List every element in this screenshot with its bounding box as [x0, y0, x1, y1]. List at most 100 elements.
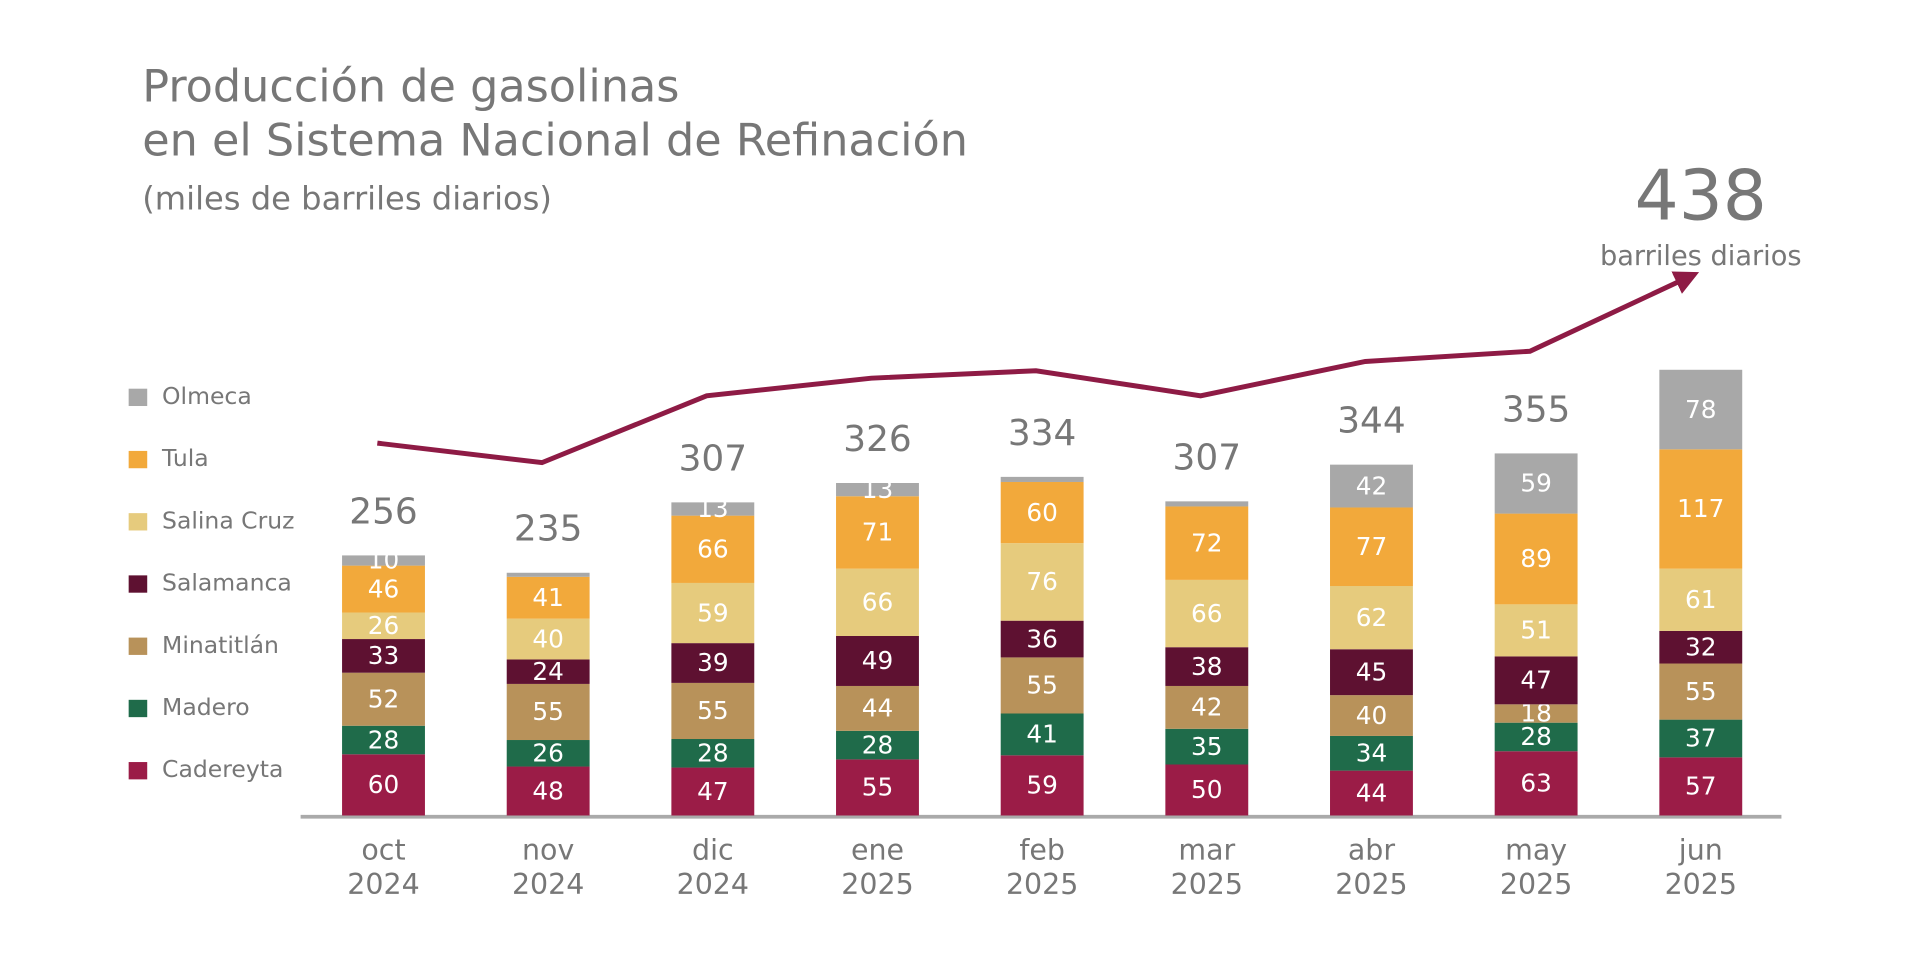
bar-segment: [1000, 481, 1084, 544]
bar-segment: [671, 582, 755, 644]
value-label: 28: [862, 730, 893, 759]
bar-segment: [506, 659, 590, 684]
bar-segment: [1659, 630, 1743, 664]
bar-segment: [1330, 735, 1413, 771]
value-label: 50: [1191, 775, 1222, 804]
total-label: 235: [514, 509, 582, 550]
x-tick-label-line: 2025: [1335, 868, 1407, 901]
value-label: 24: [532, 657, 563, 686]
total-label: 326: [843, 419, 911, 460]
value-label: 32: [1685, 632, 1716, 661]
highlight-unit: barriles diarios: [1600, 241, 1802, 272]
bar-segment: [506, 618, 590, 660]
total-label: 256: [349, 491, 417, 532]
value-label: 35: [1191, 732, 1222, 761]
highlight-total: 438: [1635, 157, 1767, 237]
legend-label: Salamanca: [162, 569, 292, 597]
x-tick-label: dic 2024: [677, 833, 749, 901]
value-label: 46: [368, 574, 399, 603]
x-tick-label-line: 2025: [1500, 868, 1572, 901]
x-tick-label: abr 2025: [1335, 833, 1407, 901]
value-label: 59: [1520, 469, 1551, 498]
value-label: 55: [697, 696, 728, 725]
x-tick-label-line: ene: [851, 833, 904, 866]
bar-segment: [836, 482, 919, 497]
bar-segment: [1330, 464, 1413, 508]
legend-label: Cadereyta: [162, 755, 283, 783]
bar-segment: [1659, 449, 1743, 569]
bar-segment: [342, 565, 425, 613]
value-label: 33: [368, 641, 399, 670]
legend-label: Tula: [161, 444, 209, 472]
value-label: 63: [1520, 769, 1551, 798]
value-label: 66: [697, 535, 728, 564]
value-label: 38: [1191, 652, 1222, 681]
bar-segment: [1659, 369, 1743, 450]
value-label: 66: [1191, 599, 1222, 628]
bar-segment: [836, 568, 919, 636]
bar-segment: [342, 725, 425, 755]
legend-swatch: [128, 513, 148, 531]
bar-segment: [1000, 620, 1084, 658]
value-label: 28: [368, 725, 399, 754]
legend-swatch: [128, 388, 148, 407]
chart-title: Producción de gasolinas: [142, 60, 679, 112]
legend-label: Minatitlán: [162, 631, 279, 659]
bar-segment: [1659, 757, 1743, 816]
value-label: 89: [1520, 544, 1551, 573]
bar-segment: [506, 572, 590, 577]
value-label: 59: [697, 598, 728, 627]
value-label: 40: [532, 624, 563, 653]
legend-swatch: [128, 762, 148, 780]
value-label: 10: [368, 546, 399, 575]
bar-segment: [1165, 579, 1249, 648]
value-label: 61: [1685, 585, 1716, 614]
value-label: 26: [532, 739, 563, 768]
value-label: 34: [1356, 739, 1387, 768]
x-tick-label-line: abr: [1348, 833, 1395, 866]
bar-segment: [1659, 568, 1743, 631]
bar-segment: [836, 759, 919, 816]
bar-segment: [671, 767, 755, 816]
value-label: 41: [532, 583, 563, 612]
bar-segment: [1494, 722, 1578, 752]
value-label: 57: [1685, 772, 1716, 801]
x-tick-label: mar 2025: [1171, 833, 1243, 901]
total-label: 334: [1008, 413, 1076, 454]
x-tick-label-line: 2024: [677, 868, 749, 901]
value-label: 47: [697, 777, 728, 806]
chart-subtitle: (miles de barriles diarios): [142, 180, 552, 218]
value-label: 60: [368, 770, 399, 799]
x-tick-label-line: feb: [1019, 833, 1065, 866]
x-tick-label-line: 2024: [347, 868, 419, 901]
bar-segment: [836, 730, 919, 760]
bar-segment: [1494, 656, 1578, 705]
value-label: 36: [1026, 624, 1057, 653]
value-label: 44: [1356, 778, 1387, 807]
legend-label: Olmeca: [162, 382, 252, 410]
bar-segment: [1165, 728, 1249, 765]
total-label: 307: [1173, 437, 1241, 478]
value-label: 42: [1191, 693, 1222, 722]
value-label: 40: [1356, 701, 1387, 730]
bar-segment: [1494, 604, 1578, 657]
value-label: 55: [862, 773, 893, 802]
bar-segment: [1659, 663, 1743, 720]
value-label: 77: [1356, 532, 1387, 561]
bar-segment: [1165, 685, 1249, 729]
bar-segment: [342, 754, 425, 816]
value-label: 55: [1026, 671, 1057, 700]
bar-segment: [342, 672, 425, 726]
bar-segment: [1494, 704, 1578, 723]
x-tick-label: ene 2025: [841, 833, 913, 901]
bar-segment: [836, 685, 919, 731]
value-label: 49: [862, 646, 893, 675]
value-label: 44: [862, 694, 893, 723]
bar-segment: [1165, 501, 1249, 507]
legend-label: Madero: [162, 693, 250, 721]
legend-swatch: [128, 575, 148, 593]
value-label: 47: [1520, 666, 1551, 695]
bar-segment: [506, 766, 590, 816]
